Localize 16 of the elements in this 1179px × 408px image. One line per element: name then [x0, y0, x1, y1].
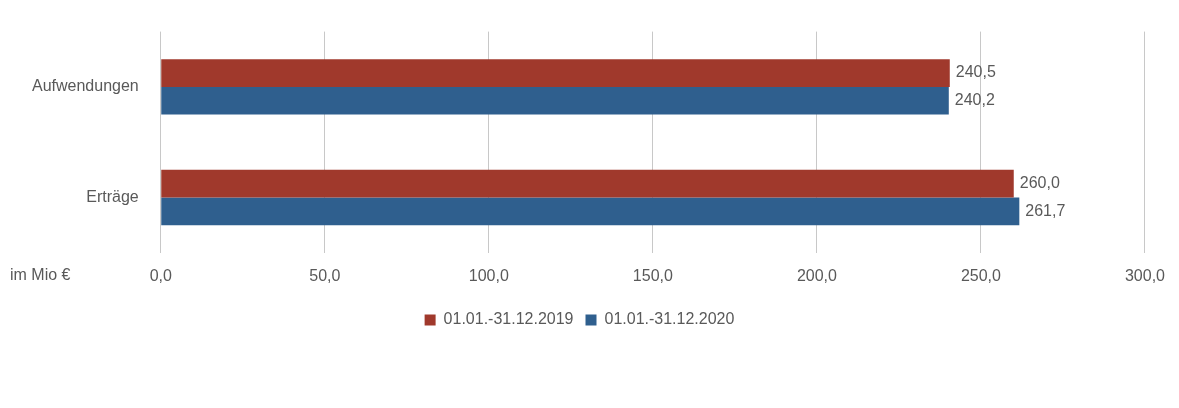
- data-label: 260,0: [1019, 174, 1060, 192]
- x-tick-label: 0,0: [149, 266, 172, 284]
- data-label: 240,2: [954, 91, 995, 109]
- legend-label: 01.01.-31.12.2019: [443, 310, 574, 328]
- x-tick-label: 300,0: [1124, 266, 1166, 284]
- x-axis-title: im Mio €: [10, 266, 71, 284]
- x-tick-label: 250,0: [960, 266, 1002, 284]
- legend-label: 01.01.-31.12.2020: [604, 310, 735, 328]
- y-tick-label: Aufwendungen: [31, 77, 139, 95]
- data-label: 261,7: [1025, 201, 1066, 219]
- x-tick-label: 100,0: [468, 266, 509, 284]
- x-tick-label: 50,0: [309, 266, 341, 284]
- x-tick-label: 200,0: [796, 266, 838, 284]
- y-tick-label: Erträge: [86, 187, 139, 205]
- x-tick-label: 150,0: [632, 266, 673, 284]
- data-label: 240,5: [955, 63, 996, 81]
